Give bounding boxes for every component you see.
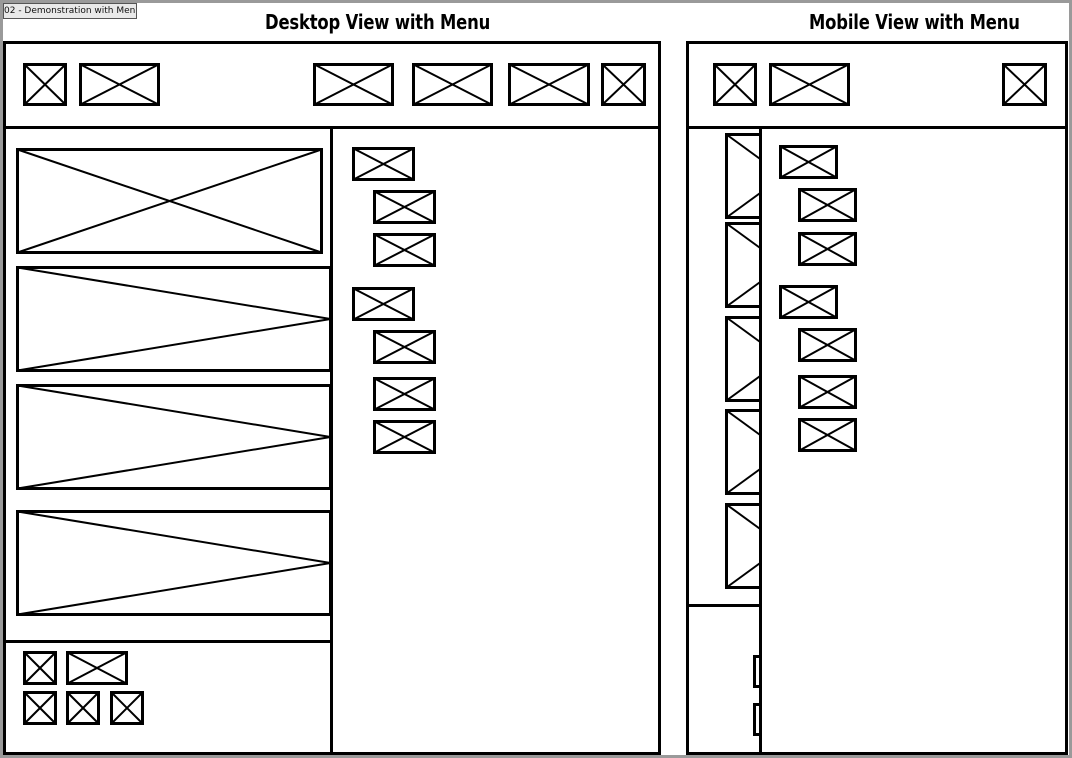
image-placeholder-icon xyxy=(16,266,332,372)
mobile-logo-placeholder[interactable] xyxy=(713,63,757,106)
image-placeholder-icon xyxy=(23,651,57,685)
header-nav-item-3[interactable] xyxy=(508,63,590,106)
image-placeholder-icon xyxy=(373,377,436,411)
image-placeholder-icon xyxy=(66,651,128,685)
footer-item-1[interactable] xyxy=(23,651,57,685)
image-placeholder-icon xyxy=(66,691,100,725)
content-card-3 xyxy=(16,510,332,616)
menu-group-1-item-2[interactable] xyxy=(373,233,436,267)
menu-group-2-item-2[interactable] xyxy=(373,377,436,411)
image-placeholder-icon xyxy=(79,63,160,106)
image-placeholder-icon xyxy=(769,63,850,106)
mobile-view-title: Mobile View with Menu xyxy=(809,10,1020,34)
mobile-menu-group-2-item-1[interactable] xyxy=(798,328,857,362)
image-placeholder-icon xyxy=(373,420,436,454)
menu-group-1-item-1[interactable] xyxy=(373,190,436,224)
image-placeholder-icon xyxy=(798,375,857,409)
content-card-1 xyxy=(16,266,332,372)
menu-group-1-heading[interactable] xyxy=(352,147,415,181)
desktop-view-title: Desktop View with Menu xyxy=(265,10,491,34)
footer-item-3[interactable] xyxy=(23,691,57,725)
image-placeholder-icon xyxy=(16,384,332,490)
page-tab[interactable]: 02 - Demonstration with Menu xyxy=(3,3,137,19)
image-placeholder-icon xyxy=(779,285,838,319)
mobile-menu-group-2-item-2[interactable] xyxy=(798,375,857,409)
image-placeholder-icon xyxy=(16,510,332,616)
mobile-menu-group-1-item-2[interactable] xyxy=(798,232,857,266)
mobile-menu-group-2-item-3[interactable] xyxy=(798,418,857,452)
footer-item-4[interactable] xyxy=(66,691,100,725)
mobile-title-placeholder xyxy=(769,63,850,106)
content-card-2 xyxy=(16,384,332,490)
image-placeholder-icon xyxy=(412,63,493,106)
header-logo-placeholder[interactable] xyxy=(23,63,67,106)
image-placeholder-icon xyxy=(779,145,838,179)
header-nav-item-1[interactable] xyxy=(313,63,394,106)
header-nav-item-2[interactable] xyxy=(412,63,493,106)
header-menu-button[interactable] xyxy=(601,63,646,106)
menu-group-2-item-1[interactable] xyxy=(373,330,436,364)
image-placeholder-icon xyxy=(713,63,757,106)
image-placeholder-icon xyxy=(110,691,144,725)
menu-group-2-heading[interactable] xyxy=(352,287,415,321)
image-placeholder-icon xyxy=(798,328,857,362)
image-placeholder-icon xyxy=(23,63,67,106)
mobile-menu-group-1-heading[interactable] xyxy=(779,145,838,179)
image-placeholder-icon xyxy=(373,190,436,224)
image-placeholder-icon xyxy=(1002,63,1047,106)
image-placeholder-icon xyxy=(798,232,857,266)
mobile-menu-button[interactable] xyxy=(1002,63,1047,106)
image-placeholder-icon xyxy=(23,691,57,725)
header-title-placeholder xyxy=(79,63,160,106)
footer-item-2[interactable] xyxy=(66,651,128,685)
image-placeholder-icon xyxy=(798,418,857,452)
image-placeholder-icon xyxy=(373,233,436,267)
image-placeholder-icon xyxy=(798,188,857,222)
image-placeholder-icon xyxy=(601,63,646,106)
image-placeholder-icon xyxy=(352,147,415,181)
mobile-menu-group-1-item-1[interactable] xyxy=(798,188,857,222)
image-placeholder-icon xyxy=(352,287,415,321)
mobile-menu-group-2-heading[interactable] xyxy=(779,285,838,319)
menu-group-2-item-3[interactable] xyxy=(373,420,436,454)
hero-image-placeholder xyxy=(16,148,323,254)
image-placeholder-icon xyxy=(508,63,590,106)
image-placeholder-icon xyxy=(373,330,436,364)
image-placeholder-icon xyxy=(16,148,323,254)
image-placeholder-icon xyxy=(313,63,394,106)
footer-item-5[interactable] xyxy=(110,691,144,725)
